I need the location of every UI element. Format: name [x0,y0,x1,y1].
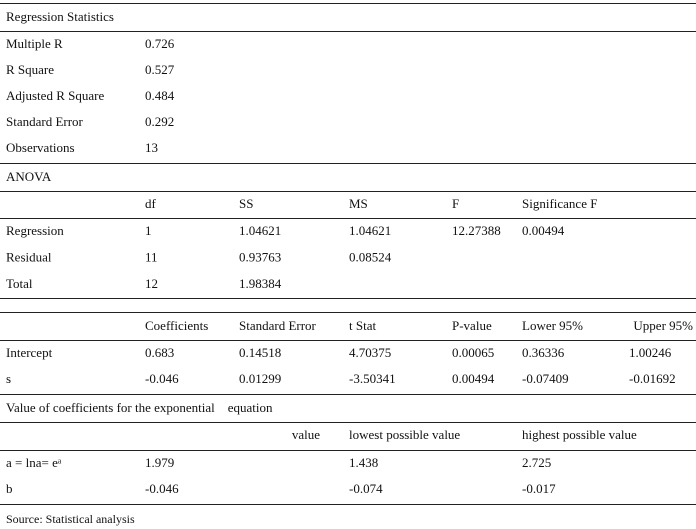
header-cell: value [292,427,320,442]
header-cell: lowest possible value [349,427,460,442]
cell: -0.046 [145,481,179,496]
cell: 1.04621 [349,223,391,238]
cell: s [6,371,11,386]
cell: 1.98384 [239,276,282,291]
cell: -0.07409 [522,371,569,386]
cell: 1.979 [145,455,174,470]
cell: Observations [6,140,75,155]
cell: 0.36336 [522,345,565,360]
header-cell: t Stat [349,318,376,333]
header-cell: P-value [452,318,492,333]
cell: 13 [145,140,158,155]
cell: 1.04621 [239,223,281,238]
cell: Adjusted R Square [6,88,104,103]
section-title: Regression Statistics [6,9,114,24]
cell: Total [6,276,33,291]
cell: 0.683 [145,345,174,360]
cell: -0.046 [145,371,179,386]
header-cell: SS [239,196,253,211]
header-cell: Upper 95% [633,318,693,333]
cell: -3.50341 [349,371,396,386]
header-cell: MS [349,196,368,211]
cell: 4.70375 [349,345,391,360]
cell: 0.484 [145,88,175,103]
cell: 12 [145,276,158,291]
cell: 2.725 [522,455,551,470]
header-cell: df [145,196,157,211]
cell: 1.438 [349,455,378,470]
cell: Intercept [6,345,53,360]
cell: 0.292 [145,114,174,129]
cell: 1 [145,223,152,238]
section-title: Value of coefficients for the exponentia… [6,400,273,415]
cell: R Square [6,62,54,77]
cell: -0.017 [522,481,556,496]
header-cell: Coefficients [145,318,208,333]
cell: 0.527 [145,62,175,77]
cell: 0.93763 [239,249,281,264]
cell: Standard Error [6,114,84,129]
cell: 0.00494 [452,371,495,386]
cell: 0.726 [145,36,175,51]
cell: 0.00065 [452,345,494,360]
cell: 0.01299 [239,371,281,386]
cell: 0.08524 [349,249,392,264]
cell: 11 [145,249,158,264]
header-cell: F [452,196,459,211]
header-cell: Lower 95% [522,318,583,333]
cell: 0.14518 [239,345,281,360]
cell: Multiple R [6,36,63,51]
header-cell: Significance F [522,196,597,211]
cell: a = lna= eᵃ [6,455,62,470]
cell: 12.27388 [452,223,501,238]
header-cell: Standard Error [239,318,317,333]
cell: b [6,481,13,496]
cell: 1.00246 [629,345,672,360]
cell: Residual [6,249,52,264]
cell: -0.01692 [629,371,676,386]
header-cell: highest possible value [522,427,637,442]
source-note: Source: Statistical analysis [6,512,135,526]
cell: 0.00494 [522,223,565,238]
cell: Regression [6,223,64,238]
cell: -0.074 [349,481,383,496]
section-title: ANOVA [6,169,52,184]
